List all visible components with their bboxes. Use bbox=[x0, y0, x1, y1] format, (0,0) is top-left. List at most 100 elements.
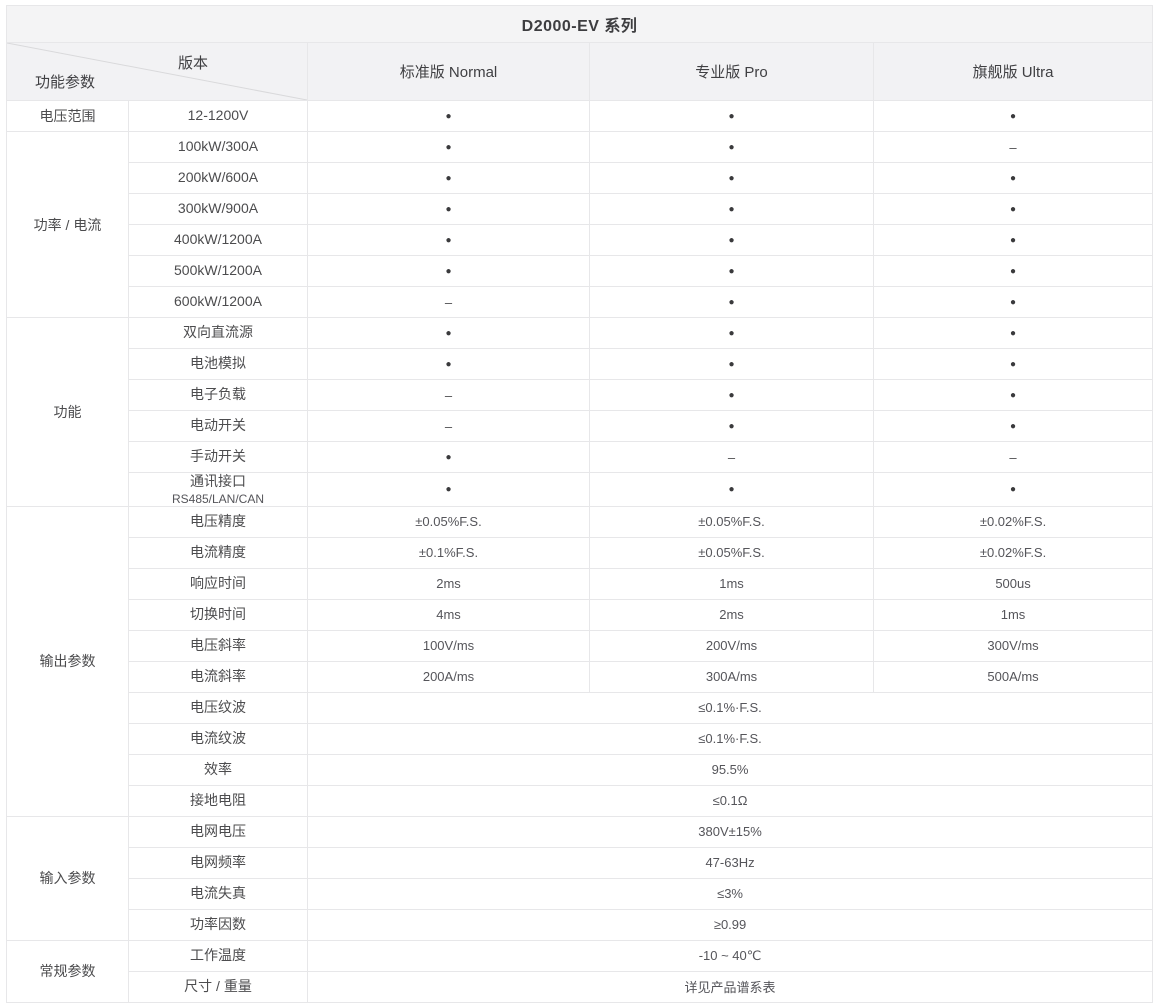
supported-dot: ● bbox=[589, 100, 874, 132]
value-cell: 200V/ms bbox=[589, 629, 874, 662]
table-row: 电压纹波 ≤0.1%·F.S. bbox=[7, 691, 1154, 724]
value-cell-span: -10 ~ 40℃ bbox=[306, 939, 1154, 972]
table-row: 电压范围 12-1200V ● ● ● bbox=[6, 100, 1154, 132]
value-cell: 300V/ms bbox=[872, 629, 1154, 662]
param-cell: 电动开关 bbox=[128, 410, 308, 442]
table-row: 输入参数 电网电压 380V±15% bbox=[6, 815, 1154, 941]
table-row: 常规参数 工作温度 -10 ~ 40℃ bbox=[6, 939, 1154, 1003]
column-header-ultra: 旗舰版 Ultra bbox=[872, 42, 1154, 101]
value-cell-span: ≤0.1Ω bbox=[306, 784, 1154, 817]
table-row: 电池模拟 ● ● ● bbox=[7, 348, 1154, 380]
supported-dot: ● bbox=[307, 224, 590, 256]
table-row: 切换时间 4ms 2ms 1ms bbox=[7, 598, 1154, 631]
supported-dot: ● bbox=[589, 162, 874, 194]
column-header-normal: 标准版 Normal bbox=[307, 42, 590, 101]
table-row: 电流纹波 ≤0.1%·F.S. bbox=[7, 722, 1154, 755]
header-row: 版本 功能参数 标准版 Normal 专业版 Pro 旗舰版 Ultra bbox=[6, 42, 1154, 101]
param-cell: 工作温度 bbox=[128, 939, 308, 972]
supported-dot: ● bbox=[307, 472, 590, 507]
supported-dot: ● bbox=[589, 255, 874, 287]
supported-dot: ● bbox=[307, 193, 590, 225]
supported-dot: ● bbox=[872, 193, 1154, 225]
table-row: 尺寸 / 重量 详见产品谱系表 bbox=[7, 970, 1154, 1003]
value-cell: 100V/ms bbox=[307, 629, 590, 662]
column-header-pro: 专业版 Pro bbox=[589, 42, 874, 101]
table-row: 电流失真 ≤3% bbox=[7, 877, 1154, 910]
param-cell: 响应时间 bbox=[128, 567, 308, 600]
param-cell: 通讯接口 RS485/LAN/CAN bbox=[128, 472, 308, 507]
param-cell: 双向直流源 bbox=[128, 317, 308, 349]
unsupported-dash: – bbox=[307, 410, 590, 442]
table-row: 500kW/1200A ● ● ● bbox=[7, 255, 1154, 287]
param-cell: 200kW/600A bbox=[128, 162, 308, 194]
table-row: 电压斜率 100V/ms 200V/ms 300V/ms bbox=[7, 629, 1154, 662]
value-cell-span: ≤0.1%·F.S. bbox=[306, 722, 1154, 755]
supported-dot: ● bbox=[307, 131, 590, 163]
supported-dot: ● bbox=[589, 379, 874, 411]
table-row: 电网频率 47-63Hz bbox=[7, 846, 1154, 879]
supported-dot: ● bbox=[307, 441, 590, 473]
param-cell: 电流失真 bbox=[128, 877, 308, 910]
value-cell: ±0.05%F.S. bbox=[589, 536, 874, 569]
page-title: D2000-EV 系列 bbox=[5, 5, 1154, 43]
param-cell: 尺寸 / 重量 bbox=[128, 970, 308, 1003]
param-cell: 400kW/1200A bbox=[128, 224, 308, 256]
param-cell: 手动开关 bbox=[128, 441, 308, 473]
table-row: 功率因数 ≥0.99 bbox=[7, 908, 1154, 941]
value-cell-span: 47-63Hz bbox=[306, 846, 1154, 879]
param-cell: 功率因数 bbox=[128, 908, 308, 941]
category-cell: 输出参数 bbox=[6, 505, 129, 817]
supported-dot: ● bbox=[307, 255, 590, 287]
value-cell-span: ≤3% bbox=[306, 877, 1154, 910]
param-cell: 300kW/900A bbox=[128, 193, 308, 225]
supported-dot: ● bbox=[589, 286, 874, 318]
table-row: 电流精度 ±0.1%F.S. ±0.05%F.S. ±0.02%F.S. bbox=[7, 536, 1154, 569]
supported-dot: ● bbox=[589, 348, 874, 380]
supported-dot: ● bbox=[307, 348, 590, 380]
param-cell: 100kW/300A bbox=[128, 131, 308, 163]
supported-dot: ● bbox=[872, 286, 1154, 318]
value-cell: ±0.1%F.S. bbox=[307, 536, 590, 569]
value-cell-span: 详见产品谱系表 bbox=[306, 970, 1154, 1003]
unsupported-dash: – bbox=[589, 441, 874, 473]
table-row: 功能 双向直流源 ● ● ● bbox=[6, 317, 1154, 507]
unsupported-dash: – bbox=[872, 441, 1154, 473]
table-row: 输出参数 电压精度 ±0.05%F.S. ±0.05%F.S. ±0.02%F.S. bbox=[6, 505, 1154, 817]
table-row: 电子负载 – ● ● bbox=[7, 379, 1154, 411]
param-cell: 接地电阻 bbox=[128, 784, 308, 817]
param-cell: 电压斜率 bbox=[128, 629, 308, 662]
spec-table-container: D2000-EV 系列 版本 功能参数 标准版 Normal 专业版 Pro 旗… bbox=[5, 5, 1154, 1003]
param-cell: 电网电压 bbox=[128, 815, 308, 848]
table-row: 200kW/600A ● ● ● bbox=[7, 162, 1154, 194]
supported-dot: ● bbox=[307, 317, 590, 349]
supported-dot: ● bbox=[589, 131, 874, 163]
category-cell: 功率 / 电流 bbox=[6, 131, 129, 318]
value-cell: 200A/ms bbox=[307, 660, 590, 693]
value-cell: ±0.05%F.S. bbox=[589, 505, 874, 538]
supported-dot: ● bbox=[872, 410, 1154, 442]
supported-dot: ● bbox=[589, 224, 874, 256]
value-cell: 1ms bbox=[872, 598, 1154, 631]
unsupported-dash: – bbox=[307, 379, 590, 411]
corner-label-parameters: 功能参数 bbox=[35, 74, 96, 91]
spec-table-body: 电压范围 12-1200V ● ● ● 功率 / 电流 100kW/300A ● ● –200kW… bbox=[6, 100, 1154, 1003]
diagonal-divider-line bbox=[7, 43, 307, 100]
category-cell: 常规参数 bbox=[6, 939, 129, 1003]
param-cell: 电子负载 bbox=[128, 379, 308, 411]
table-row: 手动开关 ● – – bbox=[7, 441, 1154, 473]
param-cell: 电流纹波 bbox=[128, 722, 308, 755]
value-cell: 500us bbox=[872, 567, 1154, 600]
value-cell-span: 380V±15% bbox=[306, 815, 1154, 848]
corner-header-cell: 版本 功能参数 bbox=[6, 42, 308, 101]
value-cell: 1ms bbox=[589, 567, 874, 600]
supported-dot: ● bbox=[589, 317, 874, 349]
table-row: 400kW/1200A ● ● ● bbox=[7, 224, 1154, 256]
spec-table: D2000-EV 系列 版本 功能参数 标准版 Normal 专业版 Pro 旗… bbox=[5, 5, 1154, 1003]
supported-dot: ● bbox=[872, 317, 1154, 349]
supported-dot: ● bbox=[872, 162, 1154, 194]
value-cell: 4ms bbox=[307, 598, 590, 631]
supported-dot: ● bbox=[872, 472, 1154, 507]
table-row: 接地电阻 ≤0.1Ω bbox=[7, 784, 1154, 817]
param-cell: 500kW/1200A bbox=[128, 255, 308, 287]
supported-dot: ● bbox=[589, 193, 874, 225]
